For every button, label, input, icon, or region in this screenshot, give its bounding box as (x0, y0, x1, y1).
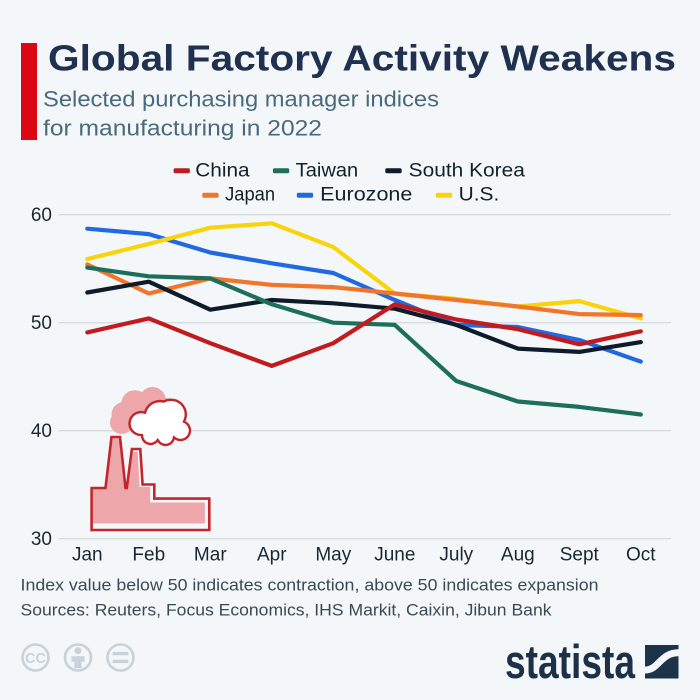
svg-text:Index value below 50 indicates: Index value below 50 indicates contracti… (21, 577, 599, 595)
svg-text:for manufacturing in 2022: for manufacturing in 2022 (43, 116, 322, 141)
svg-text:Feb: Feb (132, 545, 165, 566)
svg-text:Aug: Aug (501, 545, 535, 566)
svg-text:May: May (315, 545, 351, 566)
svg-text:Apr: Apr (257, 545, 287, 566)
svg-text:Mar: Mar (194, 545, 227, 566)
svg-text:Eurozone: Eurozone (320, 185, 412, 206)
svg-text:40: 40 (31, 421, 52, 442)
svg-text:60: 60 (31, 205, 52, 226)
svg-text:U.S.: U.S. (459, 185, 500, 206)
svg-text:30: 30 (31, 529, 52, 550)
svg-text:July: July (439, 545, 473, 566)
svg-text:Sources: Reuters, Focus Econom: Sources: Reuters, Focus Economics, IHS M… (21, 602, 553, 620)
svg-text:Sept: Sept (560, 545, 600, 566)
svg-text:June: June (374, 545, 415, 566)
svg-text:Japan: Japan (225, 185, 275, 206)
svg-text:Oct: Oct (626, 545, 656, 566)
svg-text:statista: statista (505, 635, 636, 688)
svg-text:South Korea: South Korea (409, 161, 526, 182)
svg-text:CC: CC (25, 651, 46, 667)
svg-text:Global Factory Activity Weaken: Global Factory Activity Weakens (48, 38, 676, 79)
svg-text:China: China (195, 161, 250, 182)
svg-text:Selected purchasing manager in: Selected purchasing manager indices (43, 87, 439, 112)
svg-text:Jan: Jan (72, 545, 103, 566)
svg-text:50: 50 (31, 313, 52, 334)
svg-text:Taiwan: Taiwan (296, 161, 359, 182)
